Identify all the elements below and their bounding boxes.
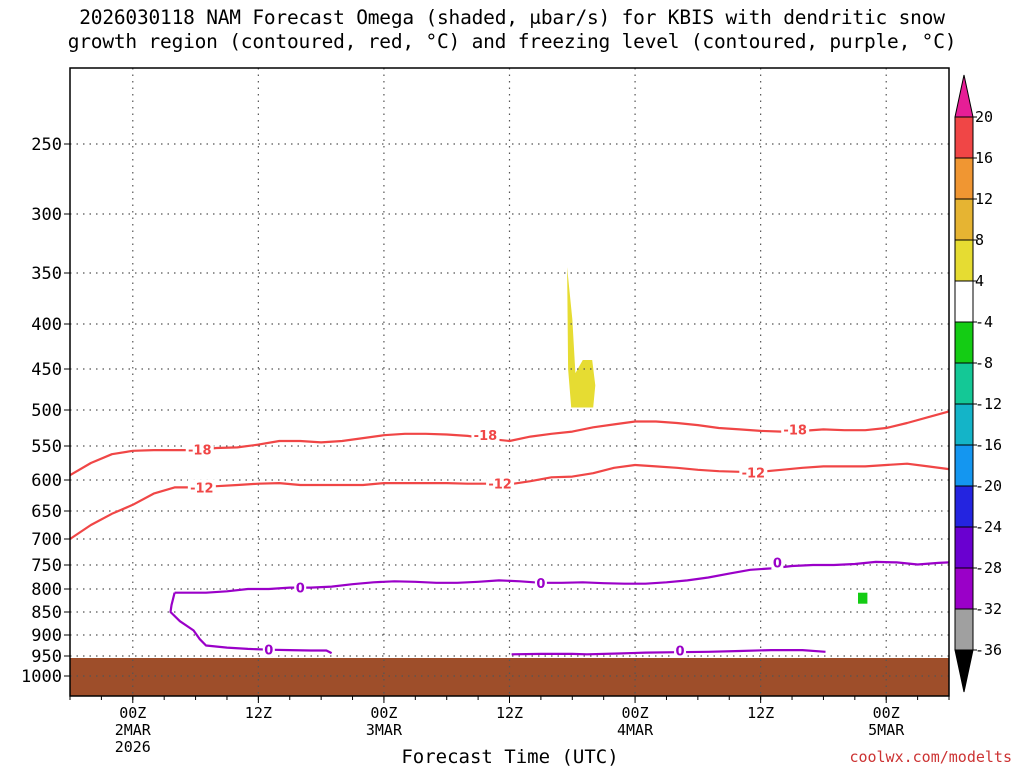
x-tick-label: 3MAR [366,721,403,739]
colorbar-bin [954,362,974,405]
y-tick-label: 350 [31,264,62,284]
colorbar-bin [954,321,974,364]
contour-label: -12 [190,481,214,496]
x-tick-label: 12Z [496,704,523,722]
contour-label: -12 [742,467,766,482]
colorbar-tick-label: -20 [975,477,1002,495]
chart-title-line-2: growth region (contoured, red, °C) and f… [67,30,957,53]
x-axis-title: Forecast Time (UTC) [401,746,619,768]
y-tick-label: 750 [31,556,62,576]
colorbar-bin [954,116,974,159]
contour-line [174,560,950,594]
contour-label: -12 [488,478,512,493]
y-tick-label: 900 [31,626,62,646]
colorbar-bin [954,567,974,610]
y-tick-label: 1000 [21,667,62,687]
contour-line [69,462,950,540]
y-tick-label: 250 [31,135,62,155]
contour-label-bg [781,421,810,437]
contour-label-bg [262,641,275,657]
x-tick-label: 00Z [370,704,397,722]
colorbar-tick-label: -28 [975,559,1002,577]
contour-label-bg [486,475,515,491]
chart-title: 2026030118 NAM Forecast Omega (shaded, μ… [0,6,1024,54]
colorbar-bin [954,403,974,446]
contour-label: 0 [773,556,782,571]
colorbar-tick-label: -12 [975,395,1002,413]
colorbar-bin [954,526,974,569]
colorbar-bin [954,444,974,487]
x-tick-label: 4MAR [617,721,654,739]
y-tick-label: 550 [31,437,62,457]
contour-label: 0 [676,645,685,660]
colorbar-bin [954,485,974,528]
omega-negative-4-8 [858,592,868,604]
y-tick-label: 700 [31,530,62,550]
contour-line [169,592,333,655]
y-tick-label: 800 [31,580,62,600]
x-tick-label: 00Z [622,704,649,722]
colorbar-tick-label: 4 [975,272,984,290]
y-tick-label: 300 [31,205,62,225]
contour-label-bg [674,642,687,658]
colorbar-bin [954,239,974,282]
x-tick-label: 12Z [245,704,272,722]
y-tick-label: 600 [31,471,62,491]
colorbar-tick-label: 8 [975,231,984,249]
colorbar-bin [954,280,974,323]
colorbar-top-arrow [954,74,974,118]
x-tick-label: 5MAR [868,721,905,739]
omega-positive-4-8 [567,267,596,408]
colorbar-tick-label: -24 [975,518,1002,536]
contour-label: 0 [296,582,305,597]
contour-label: 0 [264,644,273,659]
x-tick-label: 00Z [119,704,146,722]
y-tick-label: 400 [31,315,62,335]
x-tick-label: 00Z [873,704,900,722]
colorbar-bin [954,198,974,241]
y-tick-label: 450 [31,360,62,380]
contour-label-bg [771,554,784,570]
colorbar-bottom-arrow [954,649,974,693]
chart-title-line-1: 2026030118 NAM Forecast Omega (shaded, μ… [79,6,945,29]
x-tick-label: 12Z [747,704,774,722]
x-tick-label: 2026 [115,738,151,756]
colorbar-bin [954,608,974,651]
contour-label-bg [739,464,768,480]
y-tick-label: 850 [31,603,62,623]
contour-label-bg [534,574,547,590]
colorbar-tick-label: 20 [975,108,993,126]
contour-label-bg [471,427,500,443]
colorbar-tick-label: 12 [975,190,993,208]
contour-line [511,649,826,656]
colorbar-tick-label: -36 [975,641,1002,659]
contour-label: 0 [536,577,545,592]
colorbar-tick-label: -4 [975,313,993,331]
contour-label-bg [185,441,214,457]
y-tick-label: 950 [31,647,62,667]
colorbar-tick-label: -16 [975,436,1002,454]
contour-label-bg [294,579,307,595]
colorbar-tick-label: -32 [975,600,1002,618]
contour-label: -18 [188,443,212,458]
colorbar-tick-label: -8 [975,354,993,372]
y-tick-label: 650 [31,502,62,522]
watermark: coolwx.com/modelts [849,748,1012,766]
colorbar-tick-label: 16 [975,149,993,167]
colorbar-bin [954,157,974,200]
contour-label: -18 [474,429,498,444]
contour-label: -18 [783,423,807,438]
y-tick-label: 500 [31,401,62,421]
terrain-fill [70,658,949,696]
contour-label-bg [187,479,216,495]
x-tick-label: 2MAR [115,721,152,739]
